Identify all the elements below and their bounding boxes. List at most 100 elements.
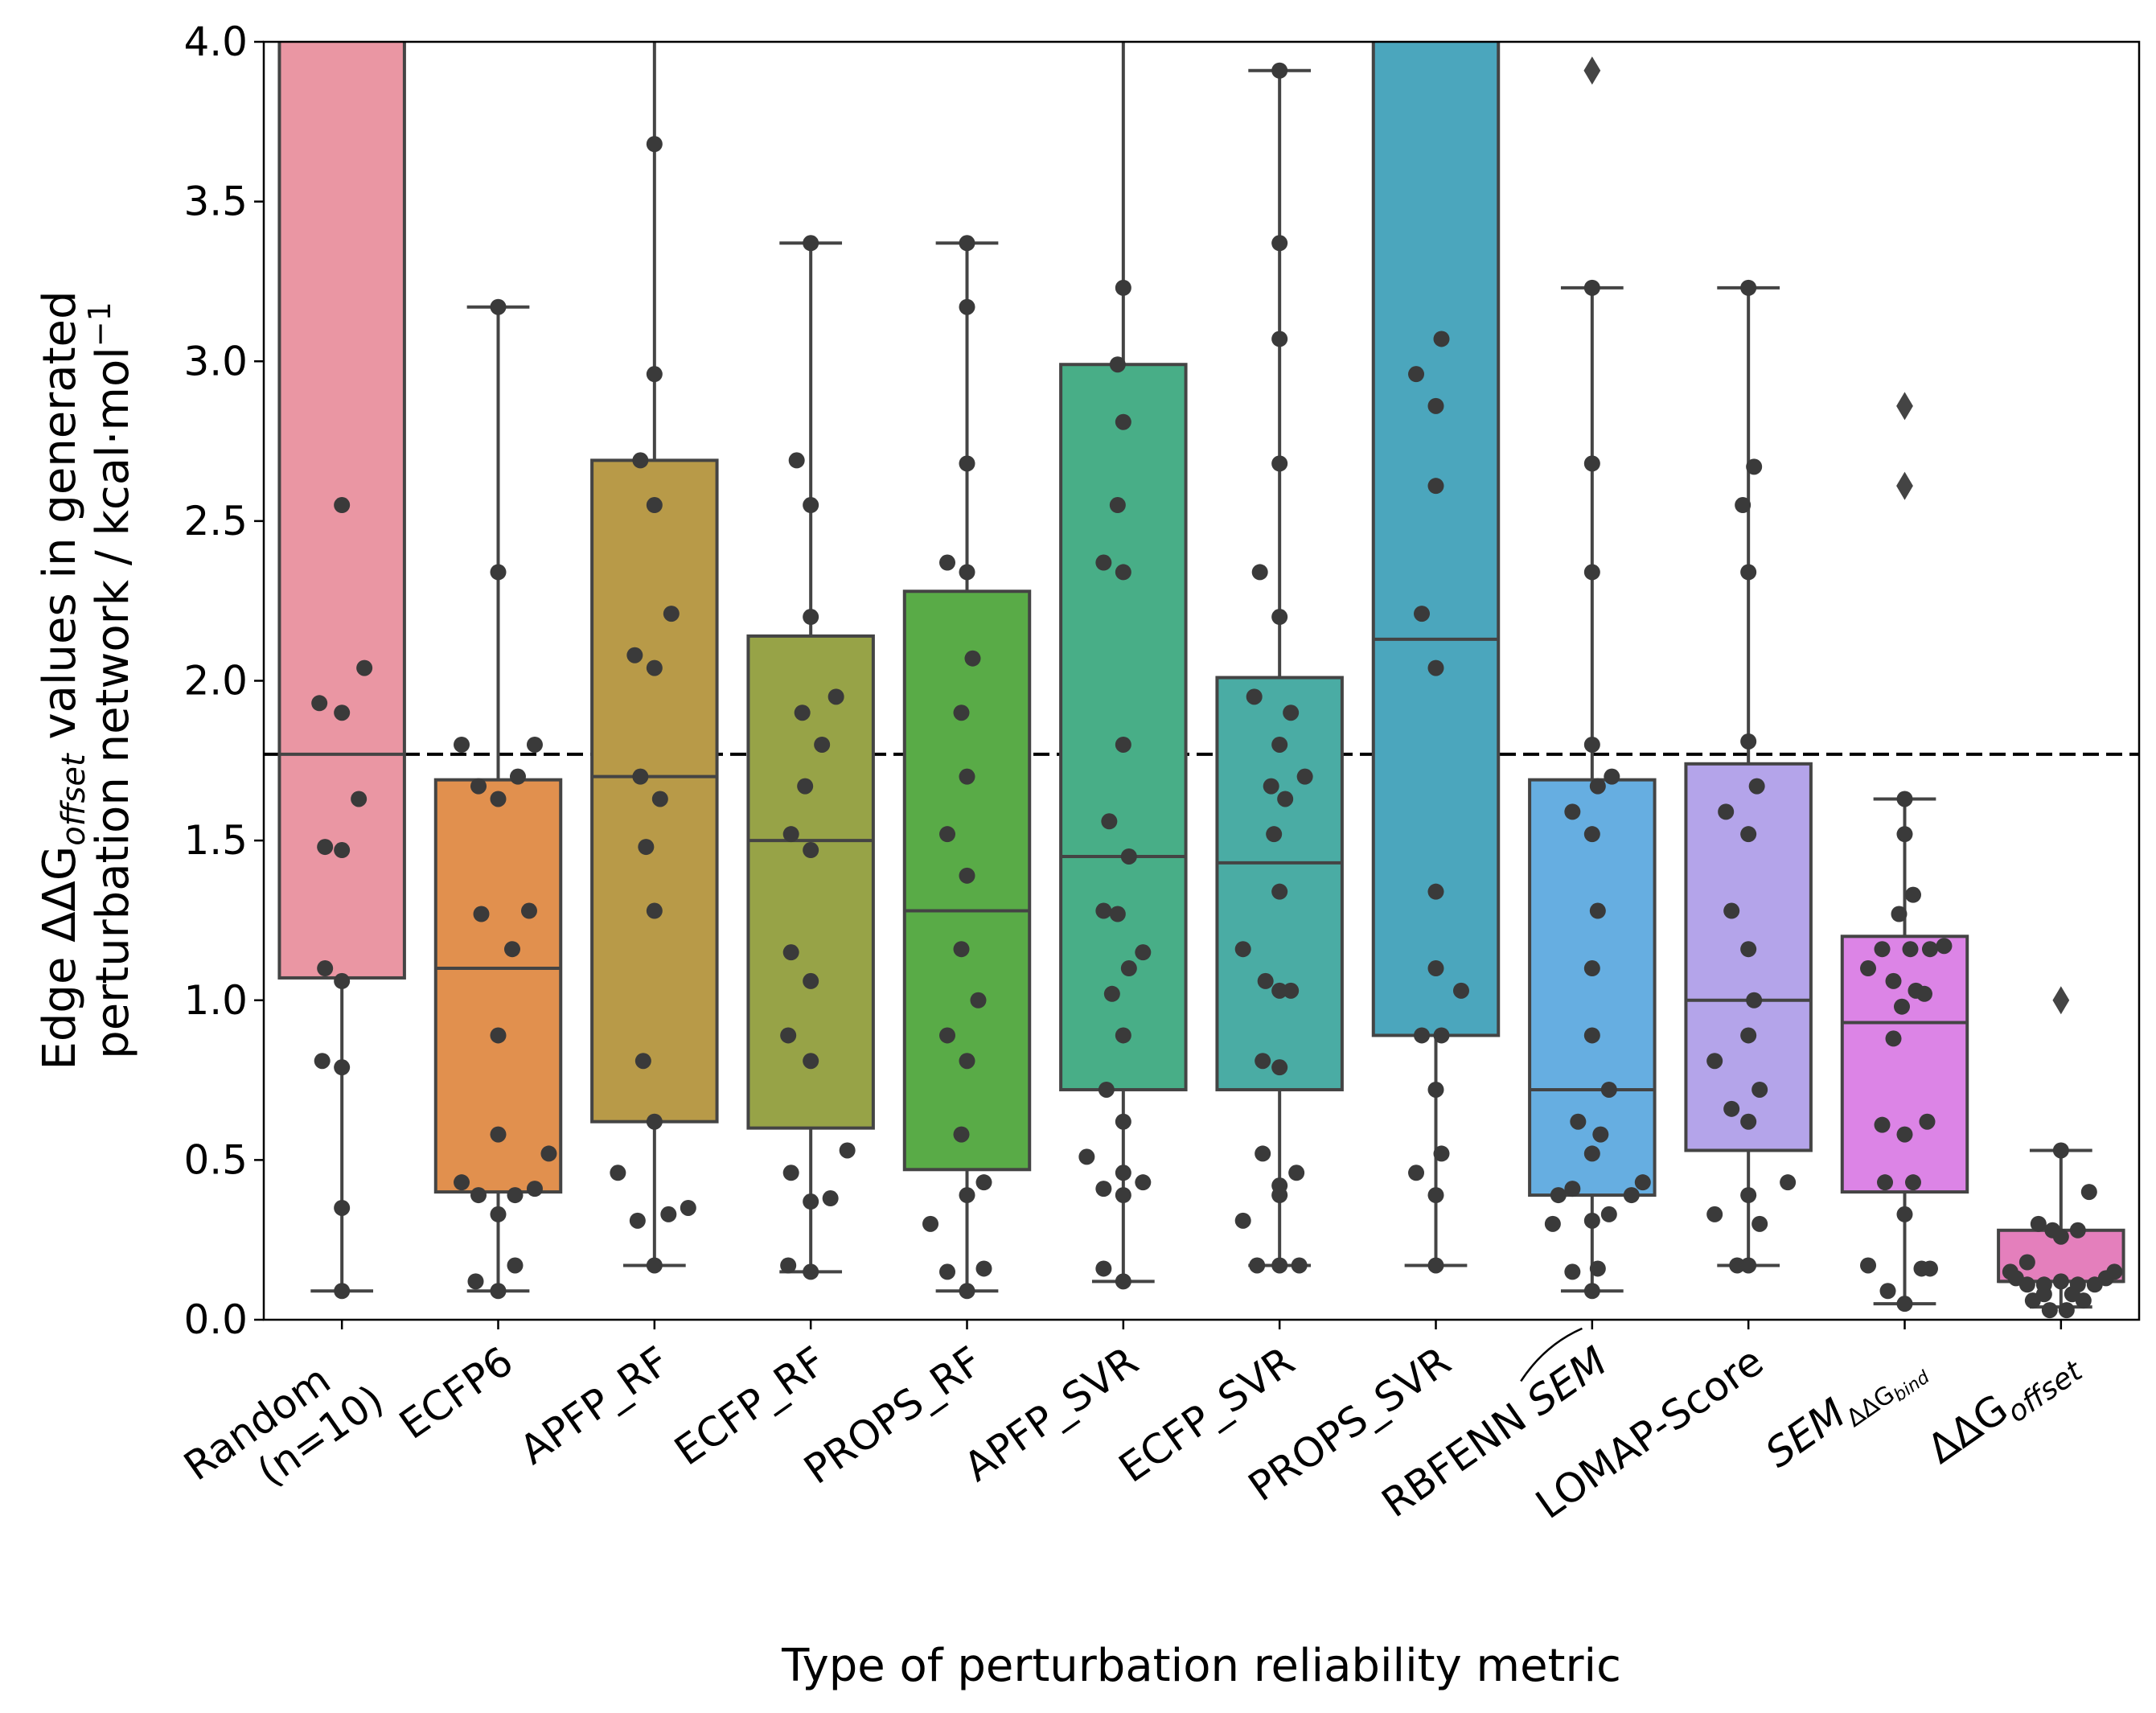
data-point (1885, 1030, 1902, 1047)
data-point (939, 1027, 956, 1044)
data-point (1735, 497, 1751, 514)
data-point (1271, 982, 1288, 999)
data-point (1427, 397, 1444, 414)
data-point (470, 778, 487, 795)
data-point (1271, 62, 1288, 79)
data-point (1746, 992, 1763, 1008)
data-point (632, 768, 649, 785)
data-point (1433, 1145, 1450, 1162)
data-point (646, 497, 663, 514)
data-point (1078, 1148, 1095, 1165)
data-point (1283, 705, 1300, 721)
y-axis-label-line2: perturbation network / kcal·mol−1 (82, 302, 139, 1059)
data-point (473, 906, 490, 922)
y-tick-label: 2.0 (183, 658, 248, 705)
data-point (646, 1113, 663, 1130)
data-point (490, 791, 507, 807)
data-point (1896, 826, 1913, 843)
data-point (1115, 1113, 1131, 1130)
data-point (540, 1145, 557, 1162)
data-point (803, 609, 819, 626)
data-point (490, 1283, 507, 1300)
data-point (1263, 778, 1279, 795)
y-tick-label: 4.0 (183, 18, 248, 65)
data-point (780, 1027, 797, 1044)
y-axis: 0.0 0.5 1.0 1.5 2.0 2.5 3.0 3.5 4.0 (183, 18, 264, 1343)
data-point (1266, 826, 1283, 843)
data-point (1249, 1257, 1266, 1274)
y-tick-label: 3.0 (183, 338, 248, 384)
data-point (646, 366, 663, 383)
data-point (1414, 606, 1431, 622)
data-point (1271, 1187, 1288, 1204)
data-point (1723, 1100, 1740, 1117)
data-point (2075, 1292, 2092, 1309)
data-point (1921, 941, 1938, 958)
data-point (803, 235, 819, 252)
data-point (1427, 659, 1444, 676)
data-point (953, 941, 970, 958)
data-point (2018, 1276, 2035, 1293)
data-point (1740, 941, 1757, 958)
data-point (1564, 1263, 1581, 1280)
data-point (1706, 1206, 1723, 1222)
data-point (1291, 1257, 1308, 1274)
data-point (1583, 1145, 1600, 1162)
data-point (1277, 791, 1294, 807)
data-point (1746, 458, 1763, 475)
data-point (1740, 1113, 1757, 1130)
data-point (1271, 609, 1288, 626)
data-point (334, 1059, 351, 1076)
data-point (1583, 826, 1600, 843)
data-point (646, 902, 663, 919)
data-point (1718, 803, 1735, 820)
data-point (1427, 1187, 1444, 1204)
data-point (454, 1174, 470, 1191)
data-point (1592, 1126, 1609, 1143)
y-tick-label: 1.0 (183, 977, 248, 1024)
data-point (311, 695, 328, 712)
data-point (1283, 982, 1300, 999)
data-point (1257, 972, 1274, 989)
data-point (814, 736, 831, 753)
data-point (646, 659, 663, 676)
data-point (1740, 826, 1757, 843)
data-point (646, 1257, 663, 1274)
data-point (1115, 413, 1131, 430)
data-point (1271, 736, 1288, 753)
data-point (334, 497, 351, 514)
data-point (953, 705, 970, 721)
box-iqr (1840, 935, 1969, 1194)
data-point (317, 960, 334, 977)
data-point (1896, 1206, 1913, 1222)
data-point (663, 606, 680, 622)
data-point (638, 839, 655, 856)
data-point (803, 1053, 819, 1070)
data-point (1740, 564, 1757, 581)
data-point (1427, 883, 1444, 900)
data-point (1723, 902, 1740, 919)
data-point (959, 1283, 975, 1300)
data-point (1748, 778, 1765, 795)
data-point (1780, 1174, 1797, 1191)
data-point (334, 1199, 351, 1216)
data-point (964, 650, 981, 667)
data-point (975, 1174, 992, 1191)
data-point (1740, 1257, 1757, 1274)
box-3 (746, 241, 875, 1274)
data-point (803, 497, 819, 514)
data-point (1095, 902, 1112, 919)
data-point (520, 902, 537, 919)
data-point (1098, 1081, 1115, 1098)
outlier-diamond (1583, 56, 1601, 85)
data-point (1271, 1059, 1288, 1076)
data-point (1600, 1206, 1617, 1222)
data-point (1433, 1027, 1450, 1044)
data-point (1583, 564, 1600, 581)
data-point (1751, 1215, 1768, 1232)
data-point (1115, 279, 1131, 296)
data-point (1921, 1260, 1938, 1277)
box-7 (1371, 42, 1501, 1267)
data-point (1271, 331, 1288, 347)
data-point (2058, 1302, 2075, 1319)
